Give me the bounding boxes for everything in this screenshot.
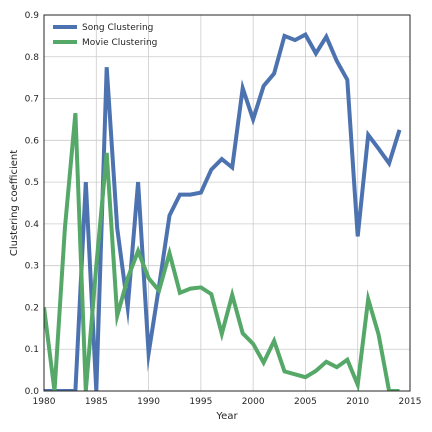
- x-axis-label: Year: [215, 411, 238, 422]
- x-tick-label: 2000: [242, 397, 265, 407]
- x-tick-label: 1985: [85, 397, 108, 407]
- x-tick-label: 1980: [33, 397, 56, 407]
- x-tick-label: 2010: [346, 397, 369, 407]
- y-tick-label: 0.4: [25, 220, 40, 230]
- y-tick-label: 0.6: [25, 136, 40, 146]
- legend-label: Movie Clustering: [82, 38, 157, 48]
- legend-label: Song Clustering: [82, 23, 153, 33]
- plot-frame: [43, 14, 411, 392]
- x-axis-ticks: 1980 1985 1990 1995 2000 2005 2010 2015: [33, 397, 422, 407]
- y-tick-label: 0.3: [25, 262, 39, 272]
- x-tick-label: 2015: [399, 397, 422, 407]
- series-lines: [44, 31, 402, 391]
- x-tick-label: 1995: [189, 397, 212, 407]
- y-axis-ticks: 0.0 0.1 0.2 0.3 0.4 0.5 0.6 0.7 0.8 0.9: [25, 11, 40, 397]
- y-tick-label: 0.0: [25, 387, 40, 397]
- y-tick-label: 0.1: [25, 345, 39, 355]
- legend: Song Clustering Movie Clustering: [53, 23, 157, 48]
- x-tick-label: 1990: [137, 397, 160, 407]
- y-tick-label: 0.5: [25, 178, 39, 188]
- x-tick-label: 2005: [294, 397, 317, 407]
- series-line-movie-clustering: [44, 113, 400, 391]
- y-tick-label: 0.2: [25, 303, 39, 313]
- y-tick-label: 0.8: [25, 53, 40, 63]
- y-tick-label: 0.9: [25, 11, 40, 21]
- y-tick-label: 0.7: [25, 95, 39, 105]
- y-axis-label: Clustering coefficient: [9, 150, 20, 256]
